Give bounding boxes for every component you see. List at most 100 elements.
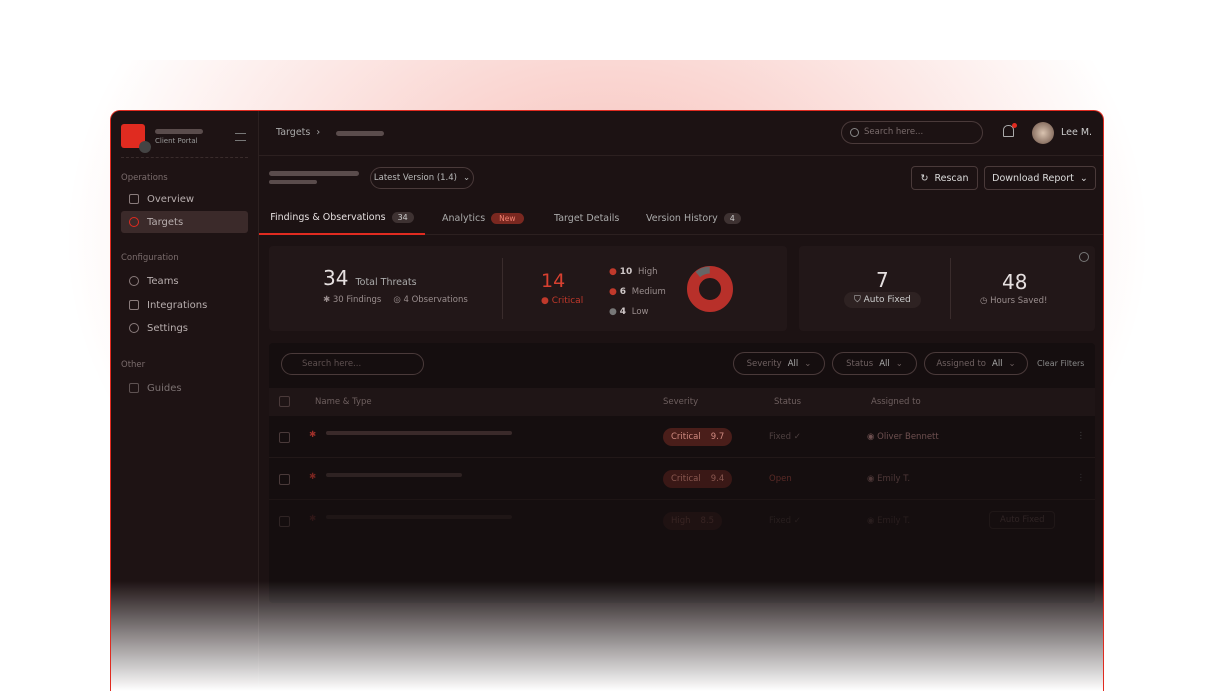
nav-label: Integrations	[147, 299, 208, 311]
table-search-input[interactable]: Search here...	[281, 353, 424, 375]
nav-label: Settings	[147, 322, 189, 334]
col-assigned[interactable]: Assigned to	[871, 397, 921, 407]
clear-filters-button[interactable]: Clear Filters	[1037, 359, 1085, 368]
tab-label: Analytics	[442, 212, 486, 224]
severity-badge: Critical 9.4	[663, 470, 733, 488]
status-filter[interactable]: Status All ⌄	[832, 352, 917, 375]
rescan-label: Rescan	[934, 172, 969, 184]
table-row[interactable]: ✱ Critical 9.4 Open ◉ Emily T. ⋮	[269, 459, 1095, 500]
tab-target-details[interactable]: Target Details	[554, 201, 619, 235]
assignee: ◉ Emily T.	[867, 474, 911, 484]
select-all-checkbox[interactable]	[279, 396, 290, 407]
autofix-card: 7 ⛉ Auto Fixed 48 ◷ Hours Saved!	[799, 246, 1095, 331]
table-row[interactable]: ✱ Critical 9.7 Fixed ✓ ◉ Oliver Bennett ⋮	[269, 417, 1095, 458]
target-icon	[129, 217, 139, 227]
nav-label: Targets	[147, 216, 184, 228]
severity-donut-chart	[687, 266, 733, 312]
tabs: Findings & Observations 34 Analytics New T…	[259, 201, 1103, 235]
row-checkbox[interactable]	[279, 474, 290, 485]
threats-card: 34 Total Threats ✱ 30 Findings ◎ 4 Observa…	[269, 246, 787, 331]
portal-subtitle: Client Portal	[155, 137, 198, 145]
status-text: Fixed ✓	[769, 432, 801, 442]
tab-label: Version History	[646, 212, 718, 224]
assignee: ◉ Emily T.	[867, 516, 911, 526]
gear-icon	[129, 323, 139, 333]
nav-label: Teams	[147, 275, 179, 287]
tab-version-history[interactable]: Version History 4	[646, 201, 741, 235]
high-count: ● 10 High	[609, 267, 658, 277]
findings-count: ✱ 30 Findings	[323, 295, 382, 305]
findings-table: Search here... Severity All ⌄ Status All ⌄ A…	[269, 343, 1095, 603]
more-icon[interactable]: ⋮	[1076, 473, 1086, 483]
status-text: Open	[769, 474, 792, 484]
info-icon[interactable]	[1079, 252, 1089, 262]
bug-icon: ✱	[309, 514, 317, 524]
sidebar: Client Portal Operations Overview Target…	[111, 111, 259, 691]
auto-fixed-value: 7	[876, 268, 889, 292]
sidebar-item-guides[interactable]: Guides	[121, 377, 248, 399]
critical-value: 14	[541, 270, 566, 292]
hours-saved-label: ◷ Hours Saved!	[980, 296, 1048, 306]
donut-segment-low	[687, 266, 733, 312]
nav-label: Overview	[147, 193, 195, 205]
tab-label: Findings & Observations	[270, 211, 386, 223]
sidebar-item-integrations[interactable]: Integrations	[121, 294, 248, 316]
table-row[interactable]: ✱ High 8.5 Fixed ✓ ◉ Emily T. Auto Fixed	[269, 501, 1095, 542]
chevron-down-icon: ⌄	[1079, 172, 1088, 184]
auto-fixed-tag: Auto Fixed	[989, 511, 1056, 529]
section-other: Other	[121, 360, 146, 370]
section-operations: Operations	[121, 173, 168, 183]
nav-label: Guides	[147, 382, 182, 394]
sidebar-item-overview[interactable]: Overview	[121, 188, 248, 210]
bug-icon: ✱	[309, 472, 317, 482]
row-checkbox[interactable]	[279, 432, 290, 443]
col-severity[interactable]: Severity	[663, 397, 699, 407]
global-search-input[interactable]: Search here...	[841, 121, 983, 144]
medium-count: ● 6 Medium	[609, 287, 666, 297]
row-checkbox[interactable]	[279, 516, 290, 527]
sidebar-item-teams[interactable]: Teams	[121, 270, 248, 292]
tab-findings[interactable]: Findings & Observations 34	[259, 201, 425, 235]
sidebar-item-settings[interactable]: Settings	[121, 317, 248, 339]
download-label: Download Report	[992, 172, 1074, 184]
severity-badge: High 8.5	[663, 512, 723, 530]
logo	[121, 124, 151, 153]
donut-segment-critical	[687, 266, 733, 312]
sidebar-item-targets[interactable]: Targets	[121, 211, 248, 233]
count-badge: 4	[723, 212, 741, 224]
teams-icon	[129, 276, 139, 286]
version-label: Latest Version (1.4)	[373, 173, 457, 183]
menu-toggle-icon[interactable]	[235, 133, 246, 141]
total-threats-label: Total Threats	[355, 277, 417, 288]
app-window: Client Portal Operations Overview Target…	[110, 110, 1104, 691]
bell-icon[interactable]	[1003, 123, 1017, 137]
critical-label: ● Critical	[541, 296, 584, 306]
col-status[interactable]: Status	[774, 397, 802, 407]
rescan-button[interactable]: ↻ Rescan	[911, 166, 978, 190]
status-text: Fixed ✓	[769, 516, 801, 526]
tab-label: Target Details	[554, 212, 620, 224]
low-count: ● 4 Low	[609, 307, 649, 317]
observations-count: ◎ 4 Observations	[393, 295, 468, 305]
chevron-down-icon: ⌄	[462, 173, 471, 183]
breadcrumb[interactable]: Targets ›	[276, 127, 324, 138]
user-name[interactable]: Lee M.	[1061, 127, 1093, 138]
count-badge: 34	[391, 211, 414, 223]
download-report-button[interactable]: Download Report ⌄	[984, 166, 1096, 190]
total-threats-value: 34	[323, 266, 349, 290]
more-icon[interactable]: ⋮	[1076, 431, 1086, 441]
version-select[interactable]: Latest Version (1.4) ⌄	[370, 167, 474, 189]
breadcrumb-root[interactable]: Targets	[276, 127, 311, 138]
assigned-filter[interactable]: Assigned to All ⌄	[924, 352, 1028, 375]
col-name[interactable]: Name & Type	[315, 397, 372, 407]
section-configuration: Configuration	[121, 253, 179, 263]
bug-icon: ✱	[309, 430, 317, 440]
table-header: Name & Type Severity Status Assigned to	[269, 388, 1095, 416]
avatar[interactable]	[1032, 122, 1054, 144]
auto-fixed-label: ⛉ Auto Fixed	[844, 292, 921, 308]
puzzle-icon	[129, 300, 139, 310]
hours-saved-value: 48	[1002, 270, 1028, 294]
tab-analytics[interactable]: Analytics New	[442, 201, 524, 235]
refresh-icon: ↻	[920, 172, 929, 184]
severity-filter[interactable]: Severity All ⌄	[733, 352, 825, 375]
